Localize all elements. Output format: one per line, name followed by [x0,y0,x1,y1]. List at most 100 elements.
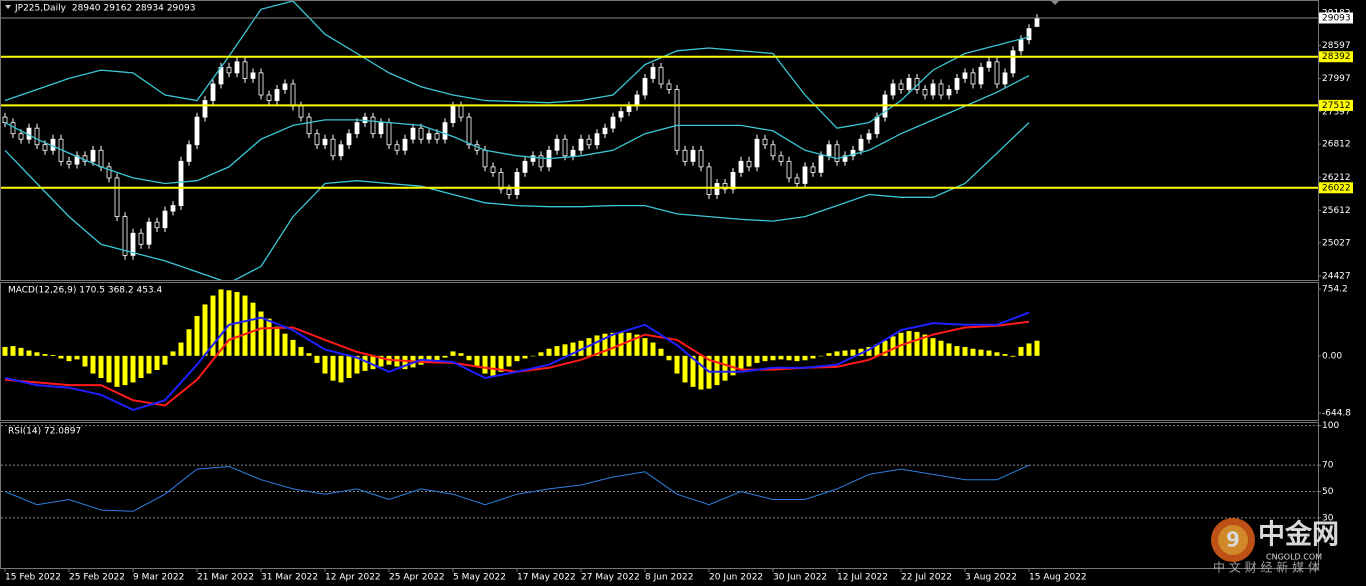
candle-body [450,105,456,124]
histogram-bar [818,355,824,357]
histogram-bar [274,326,280,356]
histogram-bar [154,355,160,371]
candle-body [458,105,464,118]
histogram-bar [378,355,384,367]
histogram-bar [338,355,344,383]
candle-body [1026,28,1032,41]
histogram-bar [194,315,200,356]
histogram-bar [770,355,776,361]
candle-body [954,78,960,90]
histogram-bar [986,350,992,356]
candle-body [122,216,128,256]
histogram-bar [930,338,936,356]
histogram-bar [970,348,976,356]
macd-panel [0,282,1319,421]
histogram-bar [826,353,832,356]
x-tick-label: 5 May 2022 [453,573,506,583]
x-tick-label: 31 Mar 2022 [261,573,318,583]
histogram-bar [650,342,656,356]
candle-body [706,166,712,195]
histogram-bar [938,340,944,356]
rsi-line [4,464,1030,512]
candle-body [434,133,440,140]
level-label: 27512 [1322,101,1351,111]
candle-body [314,133,320,146]
candle-body [250,72,256,79]
histogram-bar [1026,343,1032,356]
candle-body [786,160,792,179]
candle-body [1018,39,1024,52]
candle-body [610,116,616,129]
histogram-bar [954,346,960,356]
histogram-bar [122,355,128,386]
dropdown-icon[interactable] [5,5,11,9]
candle-body [226,66,232,74]
candle-body [946,89,952,96]
histogram-bar [514,355,520,362]
histogram-bar [594,335,600,356]
histogram-bar [2,346,8,356]
candle-body [730,172,736,190]
histogram-bar [506,355,512,367]
domain: CNGOLD.COM [1266,553,1322,562]
x-tick-label: 12 Jul 2022 [837,573,888,583]
histogram-bar [882,340,888,356]
candle-body [338,144,344,157]
candle-body [242,61,248,79]
candle-body [778,155,784,162]
histogram-bar [146,355,152,374]
histogram-bar [466,355,472,361]
candle-body [298,105,304,118]
candle-body [354,122,360,135]
last-price-label: 29093 [1322,13,1351,23]
candle-body [762,138,768,146]
candle-body [994,61,1000,85]
histogram-bar [226,290,232,356]
histogram-bar [802,355,808,361]
candle-body [490,166,496,173]
y-tick-label: -644.8 [1322,408,1351,418]
histogram-bar [754,355,760,363]
candle-body [666,83,672,90]
candle-body [850,149,856,157]
price-plot [1,1,1318,280]
candle-body [370,116,376,135]
symbol-header: JP225,Daily 28940 29162 28934 29093 [14,3,195,13]
y-tick-label: 24427 [1322,271,1351,281]
candle-body [826,144,832,157]
histogram-bar [202,304,208,356]
candle-body [858,138,864,151]
histogram-bar [522,355,528,359]
candle-body [962,72,968,79]
x-tick-label: 15 Aug 2022 [1029,573,1087,583]
histogram-bar [314,355,320,363]
histogram-bar [810,355,816,359]
candle-body [770,144,776,157]
histogram-bar [722,355,728,381]
histogram-bar [138,355,144,378]
y-tick-label: 50 [1322,487,1334,497]
candle-body [978,66,984,85]
histogram-bar [322,355,328,374]
band-lower [4,122,1030,280]
histogram-bar [18,347,24,356]
x-tick-label: 30 Jun 2022 [773,573,827,583]
candle-body [690,149,696,162]
candle-body [98,149,104,168]
histogram-bar [490,355,496,377]
x-tick-label: 8 Jun 2022 [645,573,693,583]
band-upper [4,1,1030,129]
histogram-bar [746,355,752,367]
macd-plot [2,289,1040,411]
histogram-bar [578,340,584,356]
histogram-bar [1010,355,1016,357]
histogram-bar [450,351,456,356]
histogram-bar [794,355,800,362]
candle-body [642,78,648,96]
shift-marker [1050,0,1060,5]
candle-body [194,116,200,146]
histogram-bar [946,343,952,356]
y-tick-label: 100 [1322,421,1339,431]
candle-body [66,160,72,165]
histogram-bar [298,346,304,356]
